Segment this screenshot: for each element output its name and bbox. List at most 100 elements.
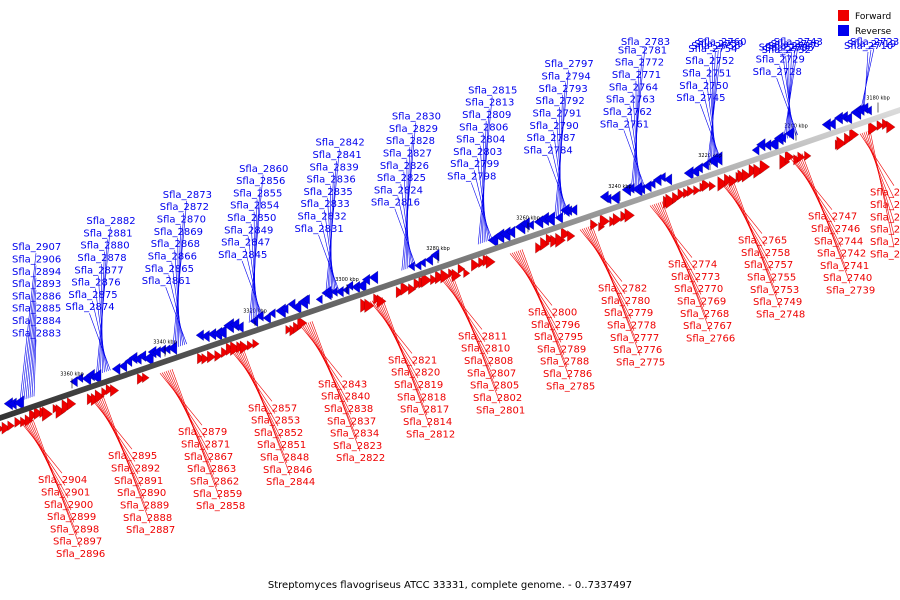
gene-label[interactable]: Sfla_2861 bbox=[142, 276, 191, 287]
gene-label[interactable]: Sfla_2894 bbox=[12, 267, 61, 278]
gene-label[interactable]: Sfla_2831 bbox=[294, 224, 343, 235]
gene-label[interactable]: Sfla_2856 bbox=[236, 176, 285, 187]
gene-label[interactable]: Sfla_2896 bbox=[56, 549, 105, 560]
gene-label[interactable]: Sfla_2814 bbox=[403, 417, 452, 428]
gene-label[interactable]: Sfla_2821 bbox=[388, 355, 437, 366]
gene-label[interactable]: Sfla_2809 bbox=[462, 110, 511, 121]
gene-label[interactable]: Sfla_2839 bbox=[309, 162, 358, 173]
gene-label[interactable]: Sfla_2793 bbox=[539, 84, 588, 95]
gene-label[interactable]: Sfla_2750 bbox=[679, 81, 728, 92]
gene-label[interactable]: Sfla_2761 bbox=[600, 119, 649, 130]
gene-label[interactable]: Sfla_2775 bbox=[616, 357, 665, 368]
gene-label[interactable]: Sfla_2846 bbox=[263, 465, 312, 476]
gene-label[interactable]: Sfla_2868 bbox=[151, 239, 200, 250]
gene-label[interactable]: Sfla_2788 bbox=[540, 357, 589, 368]
gene-label[interactable]: Sfla_2787 bbox=[527, 133, 576, 144]
gene-label[interactable]: Sfla_2752 bbox=[685, 56, 734, 67]
gene-label[interactable]: Sfla_2862 bbox=[190, 477, 239, 488]
gene-label[interactable]: Sfla_2803 bbox=[453, 147, 502, 158]
gene-label[interactable]: Sfla_2725 bbox=[870, 249, 900, 260]
gene-label[interactable]: Sfla_2887 bbox=[126, 525, 175, 536]
gene-label[interactable]: Sfla_2832 bbox=[297, 212, 346, 223]
gene-label[interactable]: Sfla_2732 bbox=[762, 45, 811, 56]
gene-label[interactable]: Sfla_2766 bbox=[686, 333, 735, 344]
gene-label[interactable]: Sfla_2842 bbox=[315, 138, 364, 149]
gene-label[interactable]: Sfla_2731 bbox=[870, 225, 900, 236]
gene-label[interactable]: Sfla_2801 bbox=[476, 405, 525, 416]
gene-label[interactable]: Sfla_2845 bbox=[218, 250, 267, 261]
gene-label[interactable]: Sfla_2764 bbox=[609, 82, 658, 93]
gene-label[interactable]: Sfla_2729 bbox=[756, 55, 805, 66]
gene-label[interactable]: Sfla_2753 bbox=[750, 285, 799, 296]
gene-label[interactable]: Sfla_2759 bbox=[694, 39, 743, 50]
gene-label[interactable]: Sfla_2843 bbox=[318, 379, 367, 390]
gene-label[interactable]: Sfla_2710 bbox=[844, 41, 893, 52]
gene-label[interactable]: Sfla_2882 bbox=[86, 216, 135, 227]
gene-label[interactable]: Sfla_2792 bbox=[536, 96, 585, 107]
gene-label[interactable]: Sfla_2811 bbox=[458, 331, 507, 342]
gene-label[interactable]: Sfla_2760 bbox=[697, 37, 746, 48]
gene-label[interactable]: Sfla_2817 bbox=[400, 405, 449, 416]
gene-label[interactable]: Sfla_2866 bbox=[148, 251, 197, 262]
gene-label[interactable]: Sfla_2823 bbox=[333, 441, 382, 452]
gene-label[interactable]: Sfla_2739 bbox=[826, 286, 875, 297]
gene-label[interactable]: Sfla_2835 bbox=[303, 187, 352, 198]
gene-label[interactable]: Sfla_2762 bbox=[603, 107, 652, 118]
gene-label[interactable]: Sfla_2740 bbox=[823, 273, 872, 284]
gene-label[interactable]: Sfla_2904 bbox=[38, 475, 87, 486]
gene-label[interactable]: Sfla_2877 bbox=[74, 265, 123, 276]
gene-label[interactable]: Sfla_2756 bbox=[691, 41, 740, 52]
gene-label[interactable]: Sfla_2895 bbox=[108, 451, 157, 462]
gene-label[interactable]: Sfla_2841 bbox=[312, 150, 361, 161]
gene-label[interactable]: Sfla_2802 bbox=[473, 393, 522, 404]
gene-label[interactable]: Sfla_2791 bbox=[533, 108, 582, 119]
gene-label[interactable]: Sfla_2763 bbox=[606, 95, 655, 106]
gene-label[interactable]: Sfla_2850 bbox=[227, 213, 276, 224]
gene-label[interactable]: Sfla_2822 bbox=[336, 453, 385, 464]
gene-label[interactable]: Sfla_2805 bbox=[470, 381, 519, 392]
gene-label[interactable]: Sfla_2881 bbox=[83, 228, 132, 239]
gene-label[interactable]: Sfla_2765 bbox=[738, 236, 787, 247]
gene-label[interactable]: Sfla_2783 bbox=[621, 37, 670, 48]
gene-label[interactable]: Sfla_2860 bbox=[239, 164, 288, 175]
gene-label[interactable]: Sfla_2906 bbox=[12, 254, 61, 265]
gene-label[interactable]: Sfla_2776 bbox=[613, 345, 662, 356]
gene-label[interactable]: Sfla_2767 bbox=[683, 321, 732, 332]
gene-label[interactable]: Sfla_2829 bbox=[389, 124, 438, 135]
gene-label[interactable]: Sfla_2883 bbox=[12, 328, 61, 339]
gene-label[interactable]: Sfla_2854 bbox=[230, 201, 279, 212]
gene-label[interactable]: Sfla_2774 bbox=[668, 260, 717, 271]
gene-label[interactable]: Sfla_2857 bbox=[248, 403, 297, 414]
gene-label[interactable]: Sfla_2800 bbox=[528, 307, 577, 318]
gene-label[interactable]: Sfla_2743 bbox=[774, 37, 823, 48]
gene-label[interactable]: Sfla_2872 bbox=[160, 202, 209, 213]
gene-label[interactable]: Sfla_2782 bbox=[598, 284, 647, 295]
gene-label[interactable]: Sfla_2784 bbox=[524, 145, 573, 156]
gene-label[interactable]: Sfla_2749 bbox=[753, 297, 802, 308]
gene-label[interactable]: Sfla_2885 bbox=[12, 304, 61, 315]
gene-label[interactable]: Sfla_2804 bbox=[456, 135, 505, 146]
gene-label[interactable]: Sfla_2873 bbox=[163, 190, 212, 201]
gene-label[interactable]: Sfla_2824 bbox=[374, 185, 423, 196]
gene-label[interactable]: Sfla_2869 bbox=[154, 227, 203, 238]
gene-label[interactable]: Sfla_2813 bbox=[465, 98, 514, 109]
gene-label[interactable]: Sfla_2870 bbox=[157, 215, 206, 226]
gene-label[interactable]: Sfla_2751 bbox=[682, 69, 731, 80]
gene-label[interactable]: Sfla_2768 bbox=[680, 309, 729, 320]
gene-label[interactable]: Sfla_2785 bbox=[546, 381, 595, 392]
gene-label[interactable]: Sfla_2893 bbox=[12, 279, 61, 290]
gene-label[interactable]: Sfla_2815 bbox=[468, 85, 517, 96]
gene-label[interactable]: Sfla_2737 bbox=[768, 41, 817, 52]
gene-label[interactable]: Sfla_2727 bbox=[870, 237, 900, 248]
gene-label[interactable]: Sfla_2806 bbox=[459, 122, 508, 133]
gene-label[interactable]: Sfla_2771 bbox=[612, 70, 661, 81]
gene-label[interactable]: Sfla_2781 bbox=[618, 45, 667, 56]
gene-label[interactable]: Sfla_2888 bbox=[123, 513, 172, 524]
gene-label[interactable]: Sfla_2745 bbox=[676, 93, 725, 104]
gene-label[interactable]: Sfla_2858 bbox=[196, 501, 245, 512]
gene-label[interactable]: Sfla_2828 bbox=[386, 136, 435, 147]
gene-label[interactable]: Sfla_2730 bbox=[759, 42, 808, 53]
gene-label[interactable]: Sfla_2816 bbox=[371, 198, 420, 209]
gene-label[interactable]: Sfla_2728 bbox=[753, 67, 802, 78]
gene-label[interactable]: Sfla_2719 bbox=[847, 39, 896, 50]
